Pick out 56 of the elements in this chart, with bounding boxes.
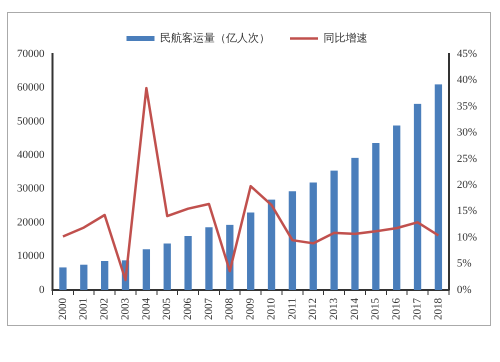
- y2-tick-label: 25%: [456, 152, 478, 165]
- x-tick-label: 2000: [56, 298, 69, 320]
- y2-tick-label: 35%: [456, 100, 478, 112]
- x-tick-label: 2014: [348, 298, 361, 320]
- y-tick-label: 60000: [17, 82, 45, 94]
- bar: [393, 125, 400, 290]
- y-tick-label: 10000: [17, 250, 45, 262]
- y2-tick-label: 10%: [456, 231, 478, 244]
- y-tick-label: 0: [39, 284, 45, 296]
- x-tick-label: 2009: [244, 298, 257, 320]
- y2-tick-label: 30%: [456, 126, 478, 139]
- bar: [205, 227, 213, 290]
- y-tick-label: 70000: [17, 48, 45, 60]
- x-tick-label: 2017: [411, 298, 424, 320]
- bar: [59, 267, 67, 290]
- x-tick-label: 2004: [140, 298, 152, 320]
- bar: [288, 191, 296, 290]
- y2-tick-label: 20%: [456, 179, 478, 191]
- legend-label: 同比增速: [324, 31, 368, 44]
- y-tick-label: 30000: [17, 182, 45, 195]
- x-tick-label: 2012: [307, 298, 320, 320]
- x-tick-label: 2011: [286, 298, 298, 320]
- y2-tick-label: 40%: [456, 74, 478, 86]
- x-tick-label: 2007: [202, 298, 215, 320]
- x-tick-label: 2001: [78, 298, 90, 320]
- bar: [142, 249, 150, 290]
- bar: [351, 158, 359, 290]
- x-tick-label: 2013: [328, 298, 340, 320]
- x-tick-label: 2018: [432, 298, 444, 320]
- bar: [434, 84, 442, 290]
- bar: [268, 200, 276, 290]
- bar: [330, 170, 338, 290]
- legend-label: 民航客运量（亿人次）: [160, 31, 270, 44]
- bar: [414, 104, 422, 290]
- y2-tick-label: 45%: [456, 48, 478, 60]
- bar: [310, 182, 317, 290]
- bar: [372, 143, 380, 290]
- y2-tick-label: 0%: [456, 284, 472, 296]
- x-tick-label: 2010: [265, 298, 278, 320]
- bar: [184, 236, 192, 290]
- bar: [80, 264, 88, 290]
- y2-tick-label: 5%: [456, 258, 472, 270]
- y2-tick-label: 15%: [456, 205, 478, 218]
- x-tick-label: 2002: [98, 298, 111, 320]
- bar: [101, 261, 108, 290]
- y-tick-label: 20000: [17, 216, 45, 228]
- x-tick-label: 2006: [182, 298, 194, 320]
- y-tick-label: 50000: [17, 115, 45, 128]
- x-tick-label: 2005: [161, 298, 174, 320]
- y-tick-label: 40000: [17, 149, 45, 162]
- bar: [164, 243, 171, 290]
- x-tick-label: 2008: [224, 298, 236, 320]
- x-tick-label: 2016: [390, 298, 403, 320]
- x-tick-label: 2003: [119, 298, 132, 320]
- bar: [247, 212, 254, 290]
- x-tick-label: 2015: [370, 298, 382, 320]
